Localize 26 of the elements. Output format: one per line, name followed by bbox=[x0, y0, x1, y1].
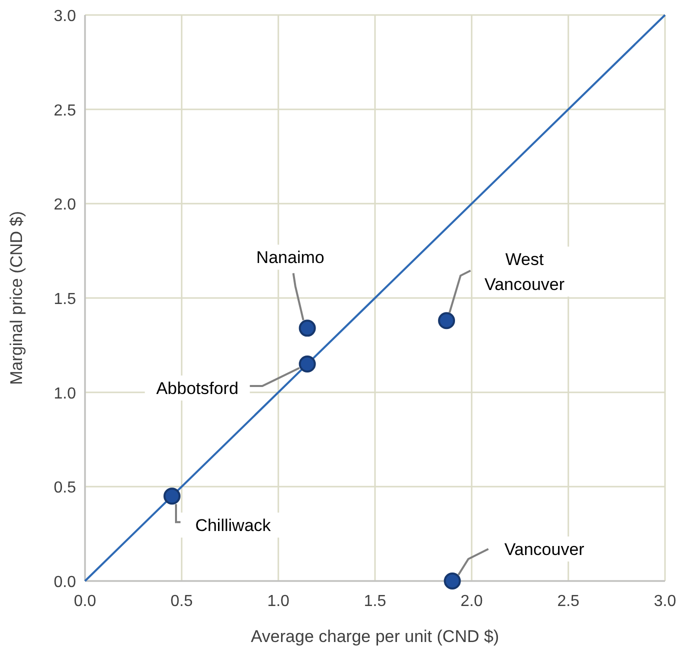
x-tick-label: 2.0 bbox=[460, 593, 483, 610]
point bbox=[298, 320, 316, 337]
point bbox=[164, 488, 180, 505]
x-tick-label: 1.5 bbox=[364, 593, 386, 610]
annotation: Abbotsford bbox=[156, 379, 238, 398]
y-tick-label: 1.5 bbox=[54, 291, 76, 308]
annotation: Chilliwack bbox=[195, 516, 272, 536]
y-tick-label: 2.0 bbox=[54, 196, 76, 214]
x-tick-label: 1.0 bbox=[267, 593, 290, 610]
y-axis-title: Marginal price (CND $) bbox=[7, 211, 26, 385]
annotation: Vancouver bbox=[504, 540, 585, 559]
point bbox=[298, 356, 316, 373]
x-tick-label: 0.5 bbox=[170, 593, 193, 610]
annotation: Nanaimo bbox=[256, 248, 324, 268]
y-tick-label: 2.5 bbox=[54, 102, 76, 120]
y-tick-label: 0.0 bbox=[54, 574, 76, 591]
annotation: West Vancouver bbox=[484, 250, 565, 294]
x-tick-label: 0.0 bbox=[74, 593, 96, 610]
x-tick-label: 2.5 bbox=[557, 593, 580, 610]
y-tick-label: 3.0 bbox=[54, 8, 76, 25]
point bbox=[444, 572, 461, 590]
x-tick-label: 3.0 bbox=[654, 593, 676, 610]
point bbox=[438, 312, 456, 330]
y-tick-label: 0.5 bbox=[54, 480, 76, 497]
x-axis-title: Average charge per unit (CND $) bbox=[250, 627, 500, 646]
y-tick-label: 1.0 bbox=[54, 385, 76, 402]
